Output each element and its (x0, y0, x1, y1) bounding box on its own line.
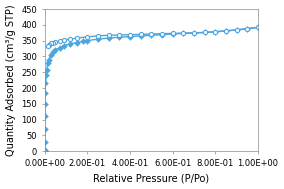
Y-axis label: Quantity Adsorbed (cm³/g STP): Quantity Adsorbed (cm³/g STP) (6, 4, 16, 156)
X-axis label: Relative Pressure (P/Po): Relative Pressure (P/Po) (93, 174, 209, 184)
